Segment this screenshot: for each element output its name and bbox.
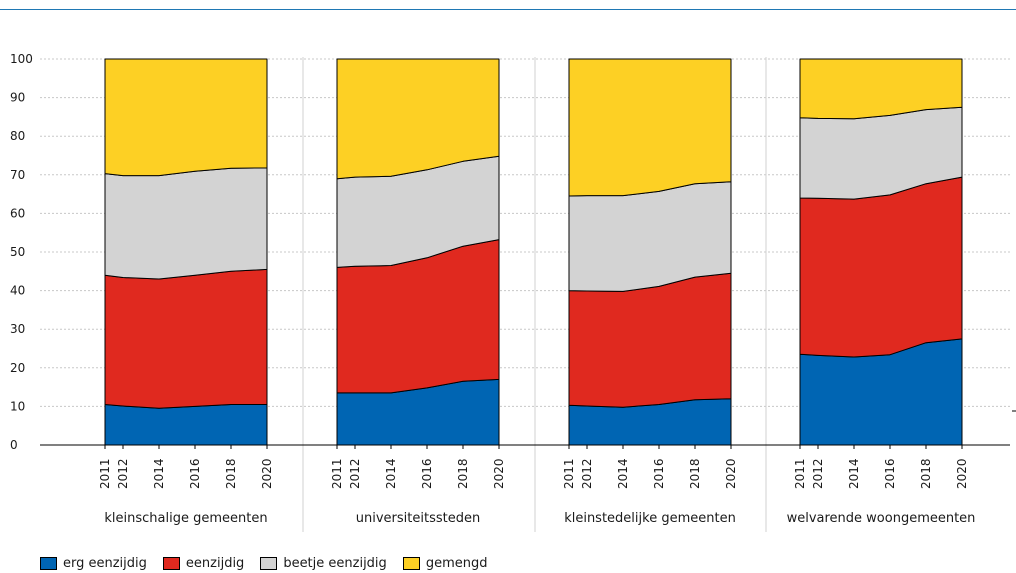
x-tick-label-kleinschalige-gemeenten-2018: 2018 bbox=[224, 458, 238, 489]
x-tick-label-welvarende-woongemeenten-2016: 2016 bbox=[883, 458, 897, 489]
x-tick-label-universiteitssteden-2012: 2012 bbox=[348, 458, 362, 489]
area-welvarende-woongemeenten-gemengd bbox=[799, 58, 963, 120]
legend-label-gemengd: gemengd bbox=[425, 556, 488, 571]
x-tick-label-kleinschalige-gemeenten-2016: 2016 bbox=[188, 458, 202, 489]
x-tick-label-welvarende-woongemeenten-2012: 2012 bbox=[811, 458, 825, 489]
x-tick-label-kleinstedelijke-gemeenten-2011: 2011 bbox=[562, 458, 576, 489]
panel-label-welvarende-woongemeenten: welvarende woongemeenten bbox=[787, 511, 976, 526]
legend-swatch-gemengd bbox=[402, 557, 420, 570]
area-kleinschalige-gemeenten-eenzijdig bbox=[104, 268, 268, 409]
y-tick-label-30: 30 bbox=[10, 322, 25, 336]
x-tick-label-universiteitssteden-2018: 2018 bbox=[456, 458, 470, 489]
x-tick-label-kleinschalige-gemeenten-2012: 2012 bbox=[116, 458, 130, 489]
legend-label-beetje-eenzijdig: beetje eenzijdig bbox=[283, 556, 387, 571]
x-tick-label-welvarende-woongemeenten-2011: 2011 bbox=[793, 458, 807, 489]
x-tick-label-universiteitssteden-2011: 2011 bbox=[330, 458, 344, 489]
legend-label-eenzijdig: eenzijdig bbox=[185, 556, 245, 571]
legend-label-erg-eenzijdig: erg eenzijdig bbox=[63, 556, 147, 571]
x-tick-label-kleinstedelijke-gemeenten-2018: 2018 bbox=[688, 458, 702, 489]
x-tick-label-universiteitssteden-2014: 2014 bbox=[384, 458, 398, 489]
y-tick-label-40: 40 bbox=[10, 284, 25, 298]
y-tick-label-20: 20 bbox=[10, 361, 25, 375]
area-kleinschalige-gemeenten-erg-eenzijdig bbox=[104, 404, 268, 446]
area-kleinstedelijke-gemeenten-beetje-eenzijdig bbox=[568, 181, 732, 292]
legend-item-beetje-eenzijdig: beetje eenzijdig bbox=[260, 556, 387, 571]
x-tick-label-kleinschalige-gemeenten-2020: 2020 bbox=[260, 458, 274, 489]
area-welvarende-woongemeenten-eenzijdig bbox=[799, 176, 963, 358]
legend-swatch-eenzijdig bbox=[162, 557, 180, 570]
y-tick-label-70: 70 bbox=[10, 168, 25, 182]
stacked-area-chart: 0 10 20 30 40 50 60 70 80 90 100 2011 2012 2014 2016 20… bbox=[10, 52, 1016, 532]
legend-item-gemengd: gemengd bbox=[402, 556, 488, 571]
x-tick-label-kleinstedelijke-gemeenten-2014: 2014 bbox=[616, 458, 630, 489]
x-tick-label-kleinstedelijke-gemeenten-2012: 2012 bbox=[580, 458, 594, 489]
y-tick-label-90: 90 bbox=[10, 91, 25, 105]
legend-item-eenzijdig: eenzijdig bbox=[162, 556, 245, 571]
x-tick-label-universiteitssteden-2020: 2020 bbox=[492, 458, 506, 489]
x-tick-label-kleinschalige-gemeenten-2011: 2011 bbox=[98, 458, 112, 489]
y-tick-label-50: 50 bbox=[10, 245, 25, 259]
x-tick-label-kleinschalige-gemeenten-2014: 2014 bbox=[152, 458, 166, 489]
area-kleinschalige-gemeenten-beetje-eenzijdig bbox=[104, 167, 268, 280]
top-rule bbox=[0, 9, 1016, 10]
y-tick-label-100: 100 bbox=[10, 52, 33, 66]
x-tick-label-welvarende-woongemeenten-2018: 2018 bbox=[919, 458, 933, 489]
area-kleinschalige-gemeenten-gemengd bbox=[104, 58, 268, 177]
x-tick-label-kleinstedelijke-gemeenten-2016: 2016 bbox=[652, 458, 666, 489]
y-tick-label-0: 0 bbox=[10, 438, 18, 452]
panel-label-kleinstedelijke-gemeenten: kleinstedelijke gemeenten bbox=[564, 511, 736, 526]
area-universiteitssteden-gemengd bbox=[336, 58, 500, 180]
legend-swatch-beetje-eenzijdig bbox=[260, 557, 278, 570]
y-tick-label-10: 10 bbox=[10, 399, 25, 413]
panel-label-kleinschalige-gemeenten: kleinschalige gemeenten bbox=[104, 511, 267, 526]
panel-label-universiteitssteden: universiteitssteden bbox=[356, 511, 480, 526]
area-kleinstedelijke-gemeenten-gemengd bbox=[568, 58, 732, 197]
y-tick-label-80: 80 bbox=[10, 129, 25, 143]
legend-swatch-erg-eenzijdig bbox=[40, 557, 57, 570]
chart-legend: erg eenzijdig eenzijdig beetje eenzijdig… bbox=[40, 556, 503, 571]
x-tick-label-kleinstedelijke-gemeenten-2020: 2020 bbox=[724, 458, 738, 489]
x-tick-label-welvarende-woongemeenten-2014: 2014 bbox=[847, 458, 861, 489]
x-tick-label-welvarende-woongemeenten-2020: 2020 bbox=[955, 458, 969, 489]
legend-item-erg-eenzijdig: erg eenzijdig bbox=[40, 556, 147, 571]
y-tick-label-60: 60 bbox=[10, 206, 25, 220]
area-kleinstedelijke-gemeenten-eenzijdig bbox=[568, 272, 732, 408]
x-tick-label-universiteitssteden-2016: 2016 bbox=[420, 458, 434, 489]
